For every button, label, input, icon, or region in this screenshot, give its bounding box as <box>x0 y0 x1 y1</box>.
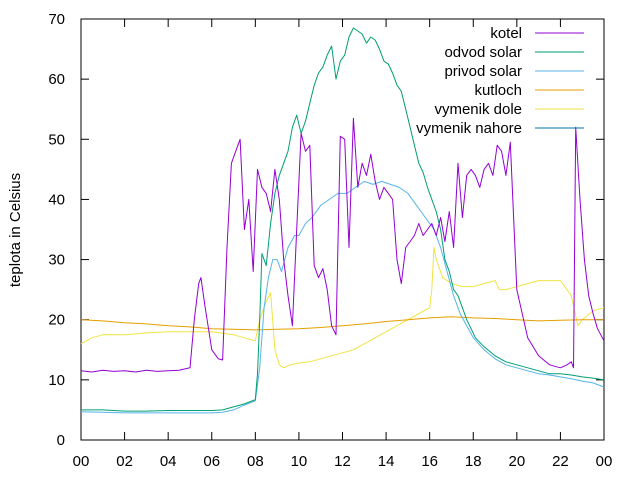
y-tick-label: 40 <box>48 191 65 208</box>
x-axis: 00 02 04 06 08 10 12 14 16 18 20 22 00 <box>73 19 613 470</box>
legend: kotel odvod solar privod solar kutloch vymen… <box>416 25 584 137</box>
x-tick-label: 12 <box>334 453 351 470</box>
x-tick-label: 20 <box>508 453 525 470</box>
series-line-privod-solar <box>80 180 605 414</box>
legend-label: vymenik nahore <box>416 120 522 137</box>
x-tick-label: 04 <box>160 453 177 470</box>
legend-label: kutloch <box>474 82 522 99</box>
y-axis: 0 10 20 30 40 50 60 70 <box>48 11 604 449</box>
y-axis-label: teplota in Celsius <box>7 173 24 287</box>
y-tick-label: 60 <box>48 71 65 88</box>
plot-frame <box>80 18 605 441</box>
legend-label: kotel <box>490 25 522 42</box>
y-tick-label: 10 <box>48 372 65 389</box>
y-tick-label: 30 <box>48 252 65 269</box>
series-line-vymenik-dole <box>80 247 605 369</box>
x-tick-label: 08 <box>247 453 264 470</box>
legend-label: odvod solar <box>444 44 522 61</box>
x-tick-label: 00 <box>73 453 90 470</box>
y-tick-label: 50 <box>48 131 65 148</box>
x-tick-label: 00 <box>596 453 613 470</box>
series-line-odvod-solar <box>81 27 605 412</box>
series-lines <box>80 27 605 414</box>
y-tick-label: 0 <box>57 432 65 449</box>
x-tick-label: 02 <box>116 453 133 470</box>
x-tick-label: 14 <box>378 453 395 470</box>
series-line-kotel <box>80 117 605 373</box>
y-tick-label: 70 <box>48 11 65 28</box>
x-tick-label: 18 <box>465 453 482 470</box>
plot-area <box>80 18 605 441</box>
x-tick-label: 16 <box>421 453 438 470</box>
legend-label: privod solar <box>444 63 522 80</box>
x-tick-label: 06 <box>203 453 220 470</box>
x-tick-label: 22 <box>552 453 569 470</box>
legend-label: vymenik dole <box>434 101 522 118</box>
x-tick-label: 10 <box>291 453 308 470</box>
series-line-kutloch <box>80 316 604 331</box>
y-tick-label: 20 <box>48 312 65 329</box>
